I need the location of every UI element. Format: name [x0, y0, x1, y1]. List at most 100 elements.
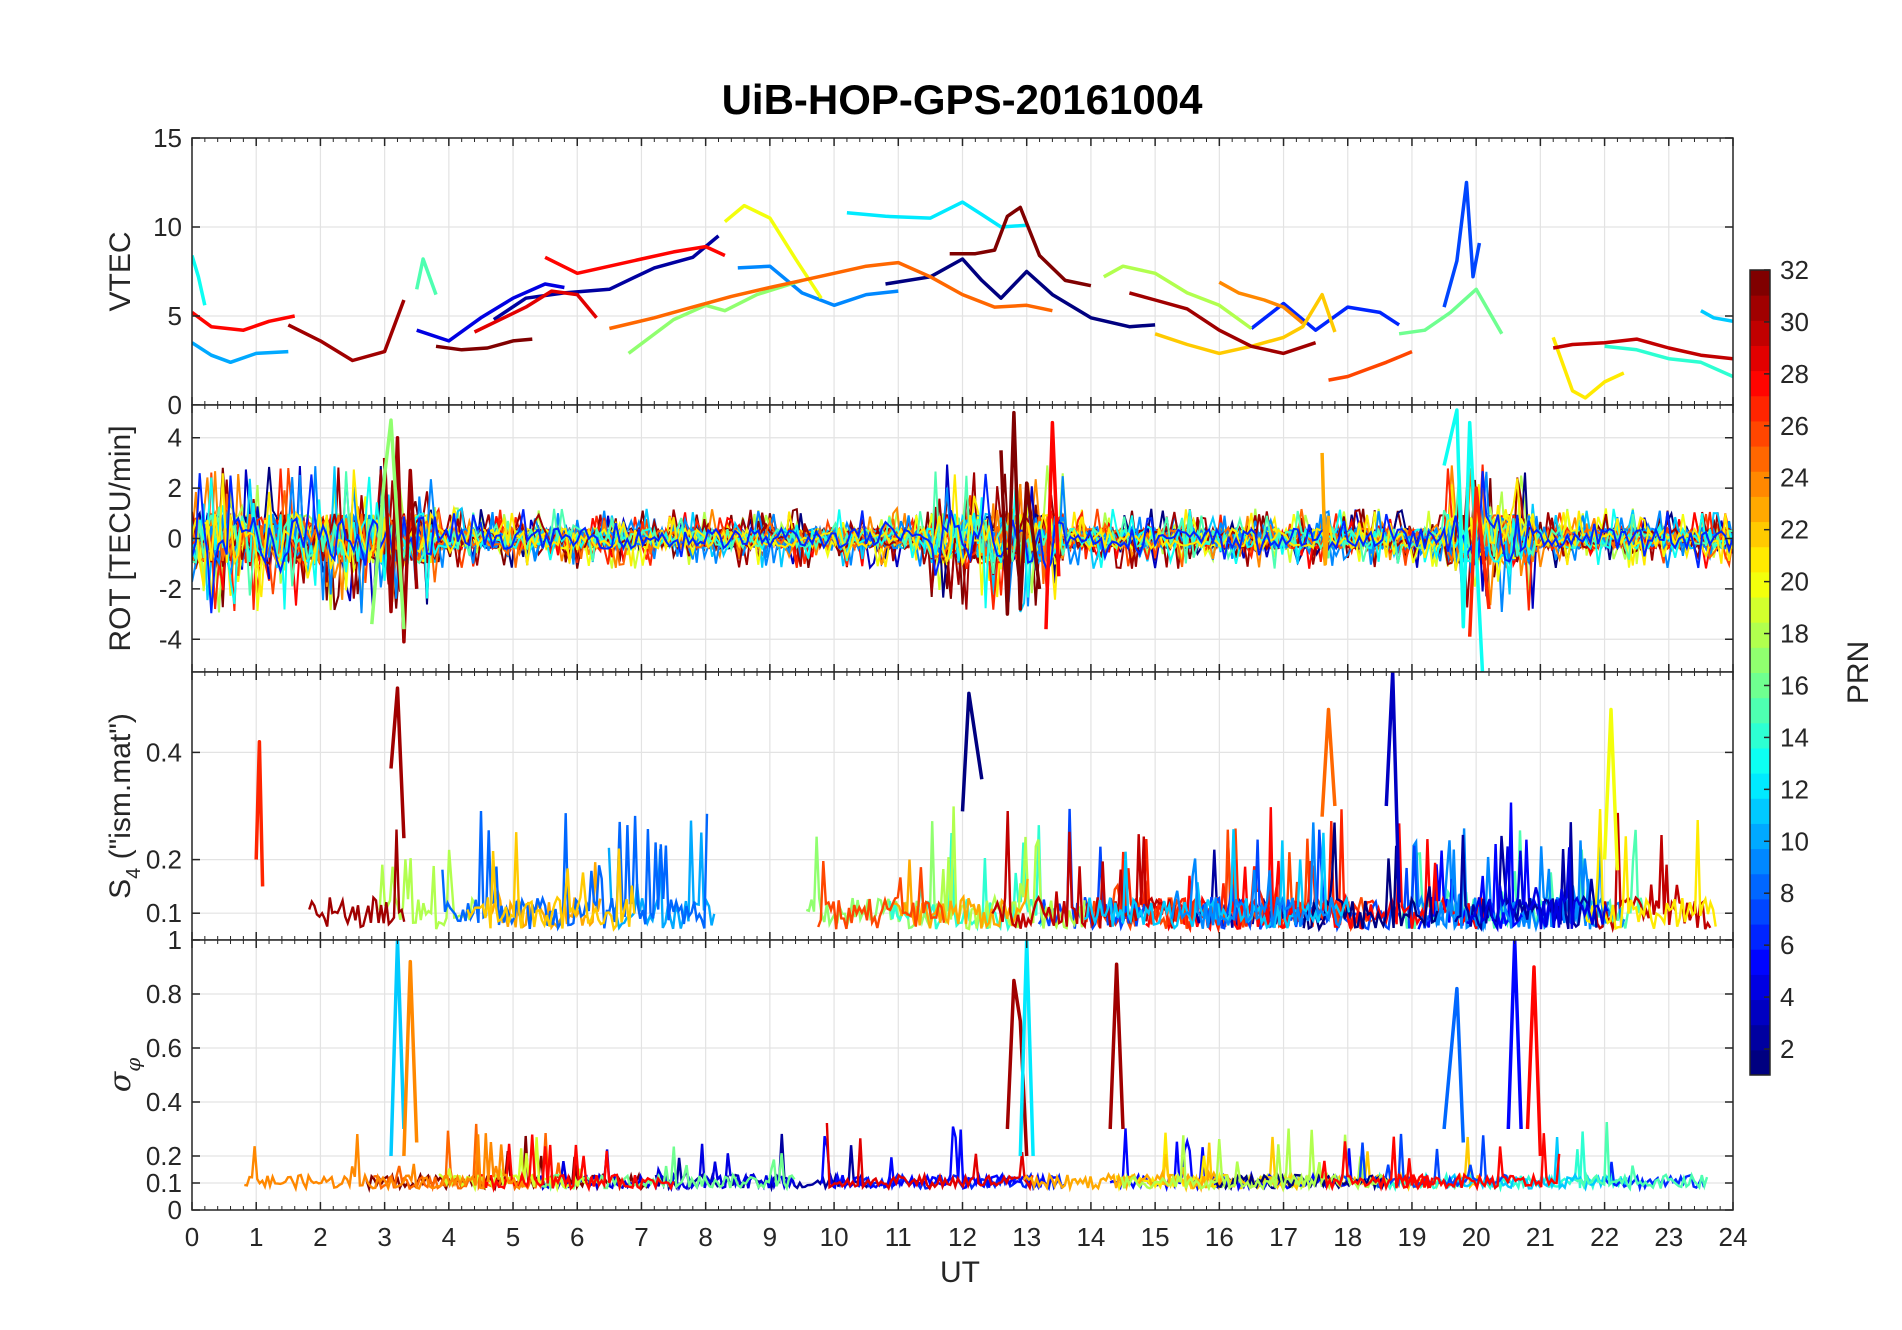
x-tick-label: 17	[1269, 1222, 1298, 1252]
series-line-prn-9	[737, 264, 899, 308]
y-axis-label-sub: 4	[123, 868, 145, 879]
colorbar-tick-label: 2	[1780, 1034, 1794, 1064]
sigma-trace	[1397, 1133, 1561, 1192]
colorbar-swatch	[1750, 320, 1770, 346]
colorbar-label: PRN	[1842, 641, 1875, 704]
series-line-prn-13	[192, 254, 207, 306]
series-line-prn-27	[1467, 486, 1491, 637]
y-tick-label: 4	[168, 423, 182, 453]
plot-area	[192, 408, 1733, 672]
y-tick-label: 0.4	[146, 1087, 182, 1117]
series-line-prn-32	[949, 205, 1092, 288]
series-line-prn-1	[885, 257, 1156, 329]
series-line-prn-29	[473, 289, 598, 334]
series-line-prn-31	[389, 686, 406, 839]
y-tick-label: -2	[159, 574, 182, 604]
y-axis-label-rest: ("ism.mat")	[104, 713, 137, 868]
colorbar-swatch	[1750, 924, 1770, 950]
panel-4: 00.10.2 0.4 0.6 0.8 1 σφ	[103, 925, 1734, 1225]
x-tick-label: 3	[377, 1222, 391, 1252]
y-tick-label: 0.8	[146, 979, 182, 1009]
background-traces	[244, 1122, 1709, 1194]
colorbar-tick-label: 12	[1780, 774, 1809, 804]
x-tick-label: 2	[313, 1222, 327, 1252]
series-line-prn-28	[544, 244, 726, 276]
background-traces	[308, 802, 1717, 934]
series-line-prn-12	[846, 200, 1027, 229]
x-tick-label: 13	[1012, 1222, 1041, 1252]
colorbar-tick-label: 28	[1780, 359, 1809, 389]
panel-3: 0.10.20.4S4 ("ism.mat")	[104, 671, 1734, 941]
series-line-prn-28	[1525, 965, 1543, 1157]
series-line-prn-11	[1700, 309, 1733, 324]
colorbar-swatch	[1750, 747, 1770, 774]
colorbar-tick-label: 8	[1780, 878, 1794, 908]
s4-trace	[991, 810, 1176, 930]
x-tick-label: 4	[442, 1222, 456, 1252]
colorbar-swatch	[1750, 395, 1770, 422]
x-tick-label: 1	[249, 1222, 263, 1252]
y-tick-label: -4	[159, 624, 182, 654]
colorbar-swatch	[1750, 1049, 1770, 1076]
colorbar-swatch	[1750, 898, 1770, 925]
y-tick-label: 0.4	[146, 737, 182, 767]
colorbar-swatch	[1750, 697, 1770, 724]
colorbar-swatch	[1750, 370, 1770, 397]
x-tick-label: 24	[1719, 1222, 1748, 1252]
y-axis-label-main: S	[104, 879, 137, 899]
sigma-trace	[244, 1133, 526, 1193]
series-line-prn-8	[1442, 986, 1466, 1143]
colorbar-swatch	[1750, 295, 1770, 321]
x-tick-label: 11	[885, 1222, 912, 1252]
s4-trace	[893, 859, 1029, 930]
series-line-prn-31	[1128, 291, 1317, 356]
s4-trace	[817, 861, 946, 930]
y-tick-label: 0.1	[146, 898, 182, 928]
s4-trace	[1111, 809, 1376, 934]
series-line-prn-14	[1604, 344, 1733, 379]
x-tick-label: 18	[1333, 1222, 1362, 1252]
series-line-prn-2	[492, 234, 720, 322]
series-line-prn-18	[1102, 264, 1253, 330]
colorbar-swatch	[1750, 848, 1770, 875]
series-line-prn-26	[1328, 349, 1413, 382]
colorbar-swatch	[1750, 420, 1770, 447]
series-line-prn-32	[999, 410, 1042, 616]
x-tick-label: 8	[698, 1222, 712, 1252]
colorbar-tick-label: 14	[1780, 722, 1809, 752]
plot-area	[192, 180, 1733, 400]
colorbar-swatch	[1750, 823, 1770, 850]
x-tick-label: 7	[634, 1222, 648, 1252]
x-tick-label: 10	[820, 1222, 849, 1252]
panel-1: 0 5 10 15 VTEC	[104, 123, 1734, 420]
series-line-prn-31	[287, 299, 406, 363]
colorbar-swatch	[1750, 1024, 1770, 1051]
colorbar-tick-label: 6	[1780, 930, 1794, 960]
y-tick-label: 0	[168, 390, 182, 420]
x-tick-label: 21	[1526, 1222, 1555, 1252]
y-tick-label: 0.6	[146, 1033, 182, 1063]
colorbar-swatch	[1750, 798, 1770, 824]
series-line-prn-22	[1154, 292, 1337, 356]
s4-trace	[1583, 808, 1717, 931]
plot-area	[244, 940, 1709, 1194]
y-tick-label: 15	[153, 123, 182, 153]
sigma-trace	[825, 1122, 1034, 1192]
series-line-prn-5	[1506, 940, 1523, 1130]
colorbar-swatch	[1750, 597, 1770, 623]
series-line-prn-4	[416, 282, 565, 343]
y-axis-label: VTEC	[104, 231, 137, 311]
series-line-prn-25	[1320, 707, 1337, 817]
series-line-prn-31	[382, 435, 419, 644]
y-tick-label: 5	[168, 301, 182, 331]
x-tick-label: 9	[763, 1222, 777, 1252]
series-line-prn-31	[1108, 962, 1125, 1130]
colorbar-swatch	[1750, 571, 1770, 598]
series-line-prn-25	[608, 260, 1053, 331]
y-axis-label: S4 ("ism.mat")	[104, 713, 145, 899]
series-line-prn-11	[389, 940, 406, 1157]
y-tick-label: 0	[168, 524, 182, 554]
colorbar-tick-label: 18	[1780, 619, 1809, 649]
colorbar-tick-label: 30	[1780, 307, 1809, 337]
x-tick-label: 23	[1654, 1222, 1683, 1252]
